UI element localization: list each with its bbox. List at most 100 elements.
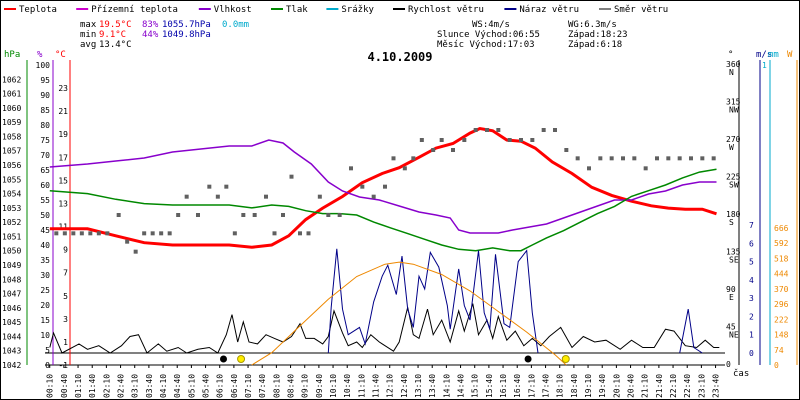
tick-label-pct: 25 [40, 286, 50, 295]
tick-label-dir-compass: SE [729, 256, 739, 265]
tick-label-ms: 4 [749, 276, 754, 285]
tick-label-dir-compass: SW [729, 181, 739, 190]
stat-max-hum: 83% [142, 20, 159, 30]
tick-label-w: 444 [774, 270, 789, 279]
tick-label-degc: 1 [63, 338, 68, 347]
x-tick-label: 01:10 [74, 374, 83, 398]
axis-head-w: W [787, 50, 793, 60]
tick-label-pct: 65 [40, 166, 50, 175]
tick-label-pct: 20 [40, 301, 50, 310]
wind-direction-point [252, 213, 257, 217]
legend-label-srazky: Srážky [341, 5, 374, 15]
x-tick-label: 07:40 [258, 374, 267, 398]
wind-direction-point [677, 156, 682, 161]
tick-label-hpa: 1061 [2, 90, 21, 99]
tick-label-pct: 85 [40, 106, 50, 115]
sun-marker [237, 355, 246, 363]
x-tick-label: 15:40 [485, 374, 494, 398]
tick-label-degc: 19 [58, 130, 68, 139]
stat-max-label: max [80, 20, 97, 30]
x-tick-label: 07:10 [244, 374, 253, 398]
tick-label-hpa: 1056 [2, 161, 21, 170]
stat-wg: WG:6.3m/s [568, 20, 617, 30]
stat-min-hum: 44% [142, 30, 159, 40]
x-tick-label: 08:10 [272, 374, 281, 398]
wind-direction-point [541, 128, 546, 132]
x-tick-label: 10:10 [329, 374, 338, 398]
tick-label-dir-compass: NE [729, 331, 739, 340]
x-tick-label: 11:10 [357, 374, 366, 398]
tick-label-pct: 0 [45, 361, 50, 370]
wind-direction-point [609, 156, 614, 161]
tick-label-degc: 23 [58, 84, 68, 93]
x-tick-label: 23:40 [712, 374, 721, 398]
tick-label-degc: 21 [58, 107, 68, 116]
x-tick-label: 09:40 [315, 374, 324, 398]
tick-label-degc: 3 [63, 315, 68, 324]
stat-ws: WS:4m/s [472, 20, 510, 30]
tick-label-hpa: 1060 [2, 104, 21, 113]
tick-label-pct: 45 [40, 226, 50, 235]
tick-label-pct: 35 [40, 256, 50, 265]
tick-label-dir-compass: W [729, 143, 734, 152]
tick-label-pct: 15 [40, 316, 50, 325]
wind-direction-point [439, 138, 444, 142]
wind-direction-point [306, 231, 311, 236]
wind-direction-point [196, 213, 200, 217]
moon-marker [524, 355, 532, 363]
x-tick-label: 09:10 [301, 374, 310, 398]
wind-direction-point [360, 184, 365, 189]
tick-label-degc: 5 [63, 292, 68, 301]
tick-label-w: 518 [774, 254, 789, 263]
wind-direction-point [150, 231, 155, 236]
x-tick-label: 20:40 [627, 374, 636, 398]
stat-sun: Slunce Východ:06:55 [437, 30, 540, 40]
stat-max-temp: 19.5°C [99, 20, 132, 30]
wind-direction-point [632, 156, 637, 161]
x-tick-label: 16:10 [499, 374, 508, 398]
tick-label-hpa: 1057 [2, 147, 21, 156]
x-tick-label: 12:10 [386, 374, 395, 398]
tick-label-hpa: 1045 [2, 318, 21, 327]
x-tick-label: 12:40 [400, 374, 409, 398]
tick-label-hpa: 1053 [2, 204, 21, 213]
legend-label-smer: Směr větru [614, 5, 668, 15]
tick-label-pct: 55 [40, 196, 50, 205]
tick-label-dir: 270 [726, 135, 741, 144]
legend-label-teplota: Teplota [19, 5, 57, 15]
wind-direction-point [553, 128, 557, 132]
wind-direction-point [485, 128, 489, 132]
tick-label-pct: 95 [40, 76, 50, 85]
series-line-slune-n-z-en- [251, 261, 567, 366]
x-tick-label: 18:40 [570, 374, 579, 398]
x-tick-label: 04:10 [159, 374, 168, 398]
series-line-rychlost-v-tru [49, 303, 720, 354]
wind-direction-point [564, 148, 569, 152]
tick-label-ms: 7 [749, 221, 754, 230]
tick-label-hpa: 1050 [2, 247, 21, 256]
wind-direction-point [462, 138, 467, 142]
x-tick-label: 17:40 [542, 374, 551, 398]
tick-label-degc: 13 [58, 199, 68, 208]
wind-direction-point [711, 156, 716, 161]
legend-label-prizemni: Přízemní teplota [91, 5, 178, 15]
wind-direction-point [54, 231, 59, 236]
wind-direction-point [402, 166, 407, 171]
x-tick-label: 02:40 [117, 374, 126, 398]
axis-head-pct: % [37, 50, 43, 60]
tick-label-dir: 45 [726, 323, 736, 332]
x-tick-label: 05:40 [202, 374, 211, 398]
series-line-n-raz-v-tru [327, 248, 539, 354]
x-tick-label: 02:10 [102, 374, 111, 398]
x-tick-label: 06:40 [230, 374, 239, 398]
stat-min-label: min [80, 30, 96, 40]
wind-direction-point [167, 231, 172, 236]
wind-direction-point [391, 156, 396, 161]
tick-label-w: 222 [774, 315, 789, 324]
tick-label-hpa: 1054 [2, 190, 21, 199]
wind-direction-point [587, 166, 591, 171]
tick-label-w: 592 [774, 239, 789, 248]
tick-label-pct: 30 [40, 271, 50, 280]
x-tick-label: 14:10 [442, 374, 451, 398]
wind-direction-point [666, 156, 671, 161]
